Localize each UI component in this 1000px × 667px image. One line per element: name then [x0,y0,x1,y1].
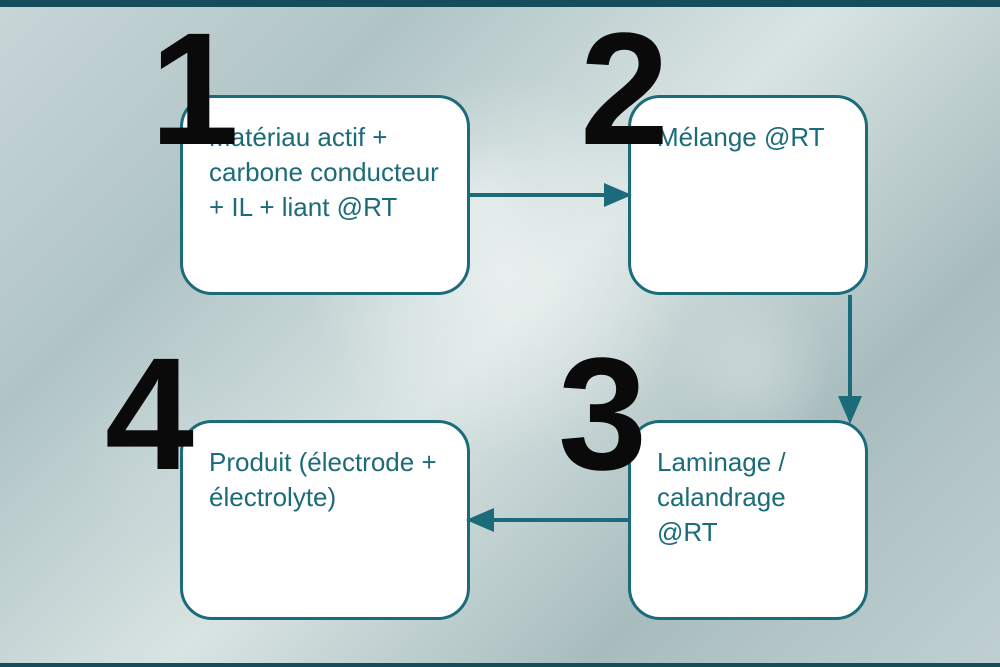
flow-node-2-text: Mélange @RT [657,120,825,155]
flow-node-1-text: Matériau actif + carbone conducteur + IL… [209,120,441,225]
step-number-3: 3 [558,350,643,478]
flow-node-3-text: Laminage / calandrage @RT [657,445,839,550]
flow-node-4-text: Produit (électrode + électrolyte) [209,445,441,515]
bottom-border-bar [0,663,1000,667]
flow-node-3: Laminage / calandrage @RT [628,420,868,620]
step-number-1: 1 [150,25,235,153]
step-number-2: 2 [580,25,665,153]
step-number-4: 4 [105,350,190,478]
flow-node-4: Produit (électrode + électrolyte) [180,420,470,620]
